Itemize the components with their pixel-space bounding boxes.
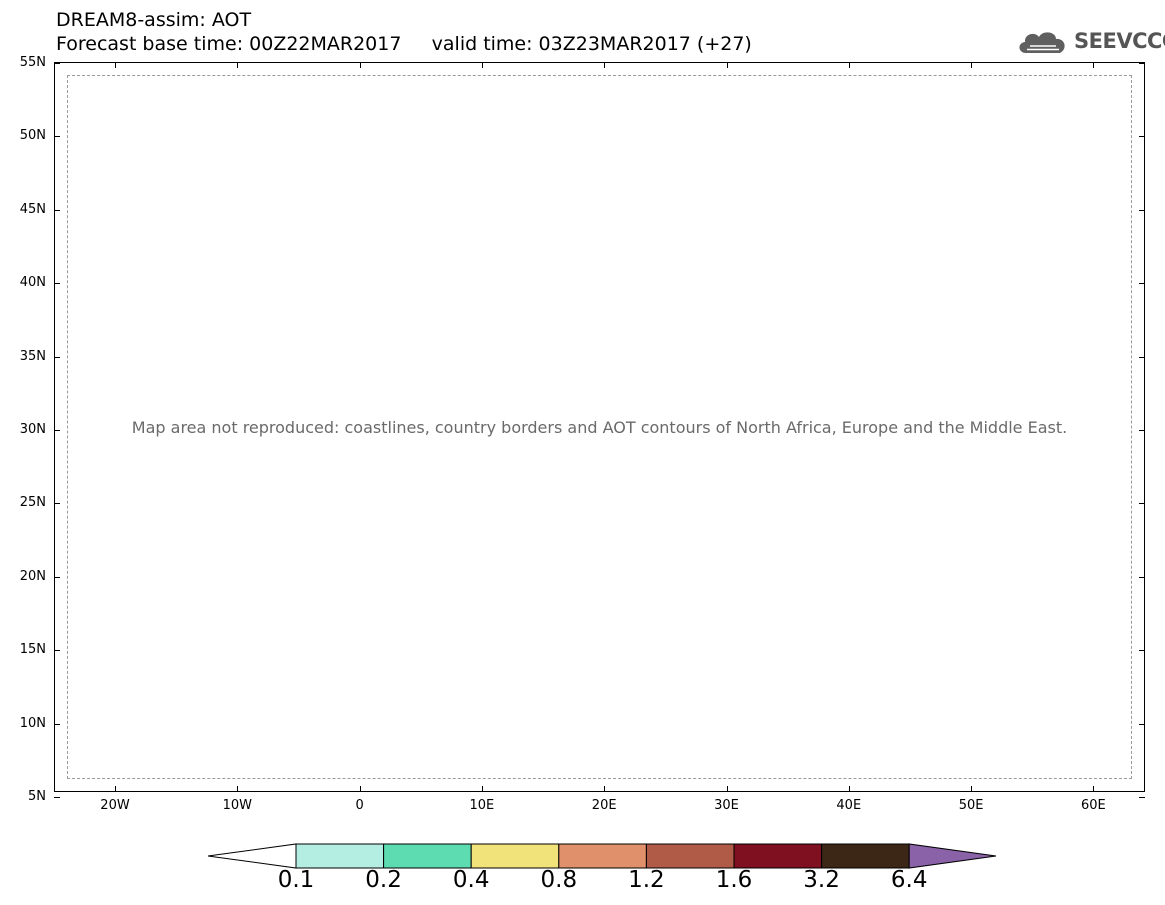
lon-tick-mark (1093, 786, 1094, 792)
lat-tick-label: 25N (19, 495, 46, 511)
colorbar-level-label: 3.2 (803, 867, 840, 893)
colorbar-level-label: 0.8 (540, 867, 578, 893)
lat-tick-label: 40N (19, 275, 46, 291)
lon-tick-label: 0 (355, 798, 364, 813)
lat-tick-label: 45N (19, 201, 46, 217)
colorbar-swatch (733, 843, 823, 869)
lat-tick-mark (54, 63, 60, 64)
lon-tick-mark (727, 786, 728, 792)
colorbar-level-label: 1.6 (715, 867, 753, 893)
lat-tick-label: 35N (19, 348, 46, 364)
lon-tick-mark (237, 62, 238, 68)
lon-tick-label: 60E (1081, 798, 1106, 813)
colorbar-below-arrow (207, 843, 297, 869)
forecast-time-subtitle: Forecast base time: 00Z22MAR2017 valid t… (56, 33, 752, 55)
lat-tick-mark (54, 210, 60, 211)
map-panel: Map area not reproduced: coastlines, cou… (54, 62, 1145, 792)
colorbar-swatch (821, 843, 910, 869)
lat-tick-mark (54, 724, 60, 725)
lon-tick-mark (115, 786, 116, 792)
colorbar-swatch (383, 843, 472, 869)
lat-tick-mark (1139, 63, 1145, 64)
lon-tick-mark (482, 786, 483, 792)
lat-tick-mark (1139, 357, 1145, 358)
lat-tick-mark (54, 357, 60, 358)
chart-title: DREAM8-assim: AOT (56, 9, 252, 31)
lon-tick-mark (237, 786, 238, 792)
lat-tick-mark (1139, 283, 1145, 284)
colorbar-swatch (558, 843, 647, 869)
lat-tick-mark (1139, 724, 1145, 725)
lat-tick-label: 15N (19, 642, 46, 658)
lat-tick-label: 10N (19, 715, 46, 731)
brand-name: SEEVCCC (1074, 29, 1165, 53)
lon-tick-mark (1093, 62, 1094, 68)
colorbar-level-label: 6.4 (890, 867, 928, 893)
lon-tick-label: 10W (222, 798, 252, 813)
colorbar-level-label: 0.1 (277, 867, 315, 893)
lon-tick-mark (971, 62, 972, 68)
lat-tick-label: 20N (19, 568, 46, 584)
lon-tick-mark (849, 786, 850, 792)
lat-tick-mark (1139, 577, 1145, 578)
map-placeholder: Map area not reproduced: coastlines, cou… (67, 75, 1132, 779)
lat-tick-mark (1139, 503, 1145, 504)
lat-tick-label: 55N (19, 55, 46, 70)
lon-tick-mark (604, 786, 605, 792)
colorbar-swatch (295, 843, 385, 869)
lon-tick-mark (482, 62, 483, 68)
colorbar-level-label: 1.2 (628, 867, 665, 893)
lat-tick-mark (54, 136, 60, 137)
lon-tick-label: 20W (100, 798, 130, 813)
lat-tick-mark (1139, 797, 1145, 798)
lon-tick-mark (604, 62, 605, 68)
lon-tick-label: 20E (591, 798, 617, 813)
cloud-icon (1019, 32, 1065, 53)
colorbar-level-label: 0.4 (452, 867, 490, 893)
lon-tick-label: 50E (958, 798, 984, 813)
lat-tick-mark (54, 503, 60, 504)
lat-tick-mark (54, 283, 60, 284)
lon-tick-mark (727, 62, 728, 68)
lat-tick-mark (1139, 136, 1145, 137)
colorbar-level-label: 0.2 (365, 867, 402, 893)
lon-tick-mark (360, 786, 361, 792)
lat-tick-label: 30N (19, 422, 46, 437)
brand-logo: SEEVCCC (1016, 24, 1165, 60)
lon-tick-label: 40E (836, 798, 862, 813)
colorbar-above-arrow (908, 843, 997, 869)
lat-tick-mark (1139, 210, 1145, 211)
lon-tick-mark (971, 786, 972, 792)
lat-tick-mark (54, 797, 60, 798)
lon-tick-mark (849, 62, 850, 68)
lon-tick-label: 30E (714, 798, 739, 813)
lat-tick-label: 5N (28, 789, 46, 804)
lon-tick-mark (115, 62, 116, 68)
colorbar-swatch (645, 843, 735, 869)
lon-tick-mark (360, 62, 361, 68)
lat-tick-mark (54, 430, 60, 431)
lon-tick-label: 10E (469, 798, 495, 813)
lat-tick-mark (54, 577, 60, 578)
lat-tick-label: 50N (19, 128, 46, 144)
lat-tick-mark (1139, 430, 1145, 431)
lat-tick-mark (1139, 650, 1145, 651)
colorbar-swatch (470, 843, 560, 869)
lat-tick-mark (54, 650, 60, 651)
